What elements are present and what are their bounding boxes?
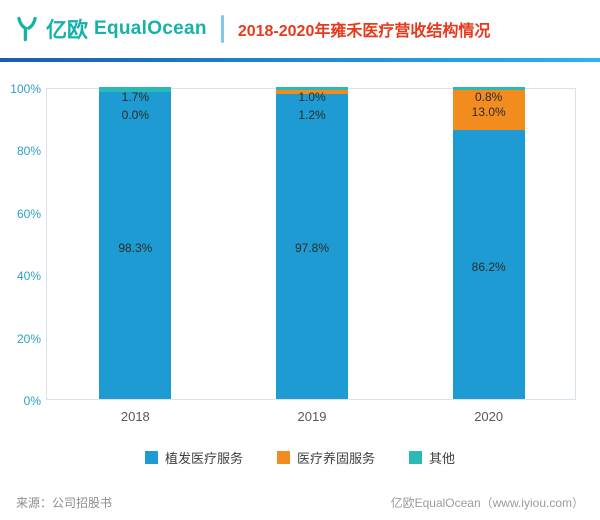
data-label: 0.0% bbox=[121, 108, 150, 122]
bar-segment-其他 bbox=[276, 87, 348, 91]
legend-item: 医疗养固服务 bbox=[276, 448, 375, 467]
bar-2019 bbox=[276, 87, 348, 399]
equalocean-logo: 亿欧 EqualOcean bbox=[14, 14, 207, 44]
bar-segment-植发医疗服务 bbox=[99, 92, 172, 399]
data-label: 1.7% bbox=[121, 90, 150, 104]
x-tick-label: 2020 bbox=[474, 409, 504, 424]
data-label: 13.0% bbox=[471, 104, 506, 119]
data-label: 98.3% bbox=[118, 240, 153, 255]
header: 亿欧 EqualOcean 2018-2020年雍禾医疗营收结构情况 bbox=[0, 0, 600, 58]
y-tick-label: 40% bbox=[16, 269, 41, 284]
legend-swatch bbox=[144, 451, 158, 464]
logo-text-en: EqualOcean bbox=[94, 18, 207, 39]
legend-item: 其他 bbox=[409, 448, 455, 467]
bar-segment-医疗养固服务 bbox=[276, 90, 348, 94]
data-label: 1.2% bbox=[298, 108, 326, 122]
source-note: 来源：公司招股书 bbox=[16, 496, 113, 510]
legend-label: 植发医疗服务 bbox=[164, 451, 243, 466]
y-tick-label: 0% bbox=[23, 394, 41, 408]
site-credit: 亿欧EqualOcean（www.iyiou.com） bbox=[390, 496, 584, 510]
data-label: 0.8% bbox=[474, 90, 503, 104]
plot-area: 0% 20% 40% 60% 80% 100% 98.3% 0.0% 1.7% 2018 97.8%… bbox=[10, 82, 576, 424]
bar-segment-医疗养固服务 bbox=[452, 89, 525, 131]
bar-segment-植发医疗服务 bbox=[452, 130, 525, 399]
data-label: 86.2% bbox=[471, 259, 506, 274]
y-tick-label: 60% bbox=[16, 206, 41, 221]
bar-2018 bbox=[99, 87, 172, 399]
x-tick-label: 2019 bbox=[297, 409, 327, 424]
equalocean-logo-icon bbox=[17, 16, 37, 42]
legend: 植发医疗服务 医疗养固服务 其他 bbox=[0, 448, 600, 467]
bar-segment-其他 bbox=[99, 87, 172, 93]
legend-swatch bbox=[409, 451, 422, 464]
legend-label: 医疗养固服务 bbox=[296, 451, 375, 466]
footer: 来源：公司招股书 亿欧EqualOcean（www.iyiou.com） bbox=[16, 494, 584, 511]
bar-segment-植发医疗服务 bbox=[276, 93, 348, 399]
legend-swatch bbox=[276, 451, 290, 464]
page-title: 2018-2020年雍禾医疗营收结构情况 bbox=[237, 23, 491, 40]
bar-segment-其他 bbox=[452, 87, 525, 90]
chart: 0% 20% 40% 60% 80% 100% 98.3% 0.0% 1.7% 2018 97.8%… bbox=[0, 70, 600, 466]
header-divider bbox=[220, 15, 224, 43]
y-tick-label: 80% bbox=[16, 144, 41, 159]
data-label: 97.8% bbox=[294, 241, 330, 256]
legend-label: 其他 bbox=[429, 451, 456, 466]
header-accent-line bbox=[0, 58, 600, 62]
logo-text-cn: 亿欧 bbox=[46, 19, 88, 42]
legend-item: 植发医疗服务 bbox=[144, 448, 243, 467]
y-tick-label: 20% bbox=[16, 331, 41, 346]
y-tick-label: 100% bbox=[10, 82, 41, 96]
x-tick-label: 2018 bbox=[120, 409, 150, 424]
bar-2020 bbox=[452, 87, 525, 399]
data-label: 1.0% bbox=[298, 90, 326, 104]
